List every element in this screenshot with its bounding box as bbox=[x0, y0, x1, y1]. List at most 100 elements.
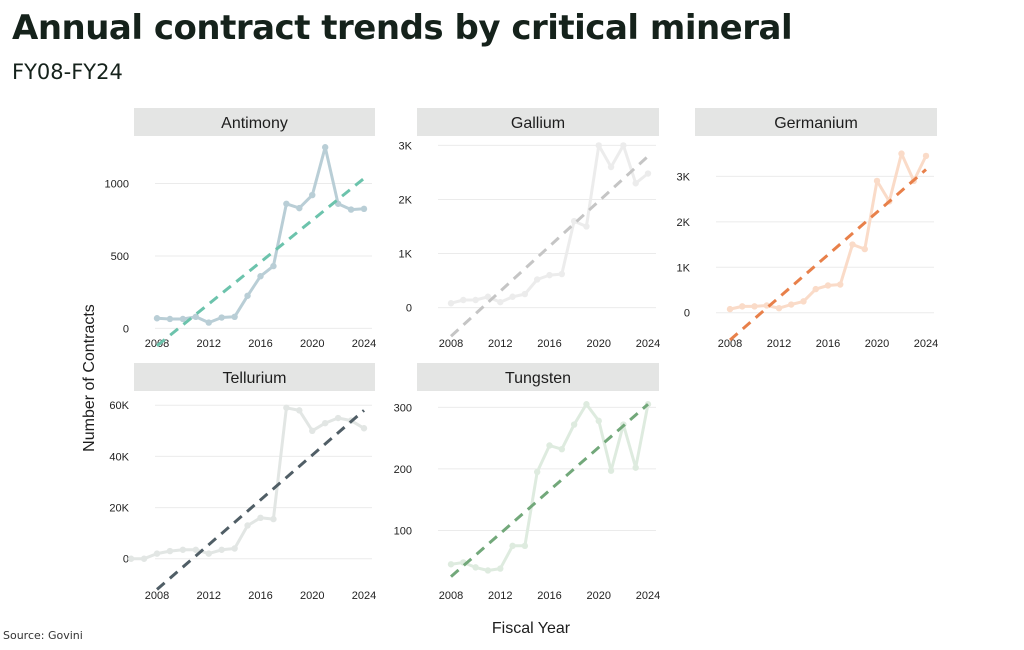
tungsten-data-point bbox=[607, 467, 615, 474]
antimony-data-point bbox=[205, 319, 212, 326]
tellurium-x-tick-label: 2008 bbox=[145, 590, 169, 602]
antimony-x-tick-label: 2012 bbox=[197, 338, 221, 350]
gallium-data-point bbox=[583, 223, 590, 230]
germanium-trend-line bbox=[729, 168, 927, 342]
tellurium-data-point bbox=[179, 546, 187, 553]
tungsten-data-point bbox=[533, 468, 541, 476]
gallium-data-point bbox=[472, 296, 479, 304]
gallium-data-point bbox=[484, 293, 492, 300]
tellurium-data-point bbox=[360, 425, 368, 432]
tellurium-data-point bbox=[127, 555, 135, 562]
tellurium-data-point bbox=[296, 407, 303, 414]
germanium-data-point bbox=[751, 303, 758, 310]
tungsten-data-point bbox=[583, 401, 590, 408]
tellurium-data-point bbox=[231, 545, 238, 552]
gallium-series-line bbox=[450, 143, 649, 305]
tellurium-data-point bbox=[140, 555, 148, 562]
gallium-y-tick-label: 0 bbox=[406, 303, 412, 315]
chart-title: Annual contract trends by critical miner… bbox=[12, 8, 793, 48]
gallium-data-point bbox=[533, 276, 541, 283]
tungsten-data-point bbox=[558, 445, 566, 453]
germanium-data-point bbox=[898, 150, 905, 157]
antimony-data-point bbox=[244, 292, 251, 299]
germanium-y-tick-label: 0 bbox=[684, 308, 690, 320]
tellurium-y-tick-label: 0 bbox=[123, 554, 129, 566]
tellurium-x-tick-label: 2012 bbox=[197, 590, 221, 602]
antimony-series-line bbox=[156, 145, 365, 325]
tellurium-data-point bbox=[218, 546, 225, 553]
tungsten-x-tick-label: 2024 bbox=[636, 590, 660, 602]
antimony-x-tick-label: 2020 bbox=[300, 338, 324, 350]
tungsten-data-point bbox=[570, 421, 578, 428]
tungsten-data-point bbox=[521, 542, 529, 550]
tellurium-data-point bbox=[283, 404, 290, 411]
germanium-data-point bbox=[739, 303, 746, 310]
tellurium-data-point bbox=[205, 550, 212, 557]
tellurium-x-tick-label: 2016 bbox=[248, 590, 272, 602]
antimony-x-tick-label: 2016 bbox=[248, 338, 272, 350]
antimony-data-point bbox=[231, 313, 238, 321]
gallium-y-tick-label: 2K bbox=[399, 194, 413, 206]
tungsten-strip bbox=[417, 363, 659, 391]
tungsten-x-tick-label: 2012 bbox=[488, 590, 512, 602]
antimony-data-point bbox=[309, 191, 316, 199]
antimony-data-point bbox=[192, 313, 200, 321]
gallium-data-point bbox=[644, 170, 652, 177]
germanium-data-point bbox=[788, 301, 795, 308]
germanium-data-point bbox=[824, 282, 832, 289]
antimony-data-point bbox=[257, 273, 264, 280]
tellurium-data-point bbox=[244, 522, 251, 529]
tellurium-data-point bbox=[257, 514, 264, 522]
tungsten-strip-label: Tungsten bbox=[505, 370, 571, 387]
gallium-strip bbox=[417, 108, 659, 136]
germanium-x-tick-label: 2020 bbox=[865, 338, 889, 350]
gallium-data-point bbox=[607, 163, 615, 171]
x-axis-title: Fiscal Year bbox=[492, 620, 571, 637]
gallium-data-point bbox=[497, 298, 504, 306]
antimony-trend-line bbox=[156, 177, 365, 347]
tungsten-y-tick-label: 100 bbox=[394, 525, 412, 537]
tellurium-series-line bbox=[131, 406, 365, 561]
gallium-x-tick-label: 2012 bbox=[488, 338, 512, 350]
germanium-data-point bbox=[837, 281, 844, 288]
antimony-data-point bbox=[283, 200, 290, 207]
tungsten-x-tick-label: 2016 bbox=[537, 590, 561, 602]
tungsten-data-point bbox=[509, 542, 516, 550]
gallium-data-point bbox=[620, 142, 627, 149]
tellurium-data-point bbox=[309, 427, 316, 435]
antimony-strip bbox=[134, 108, 375, 136]
tellurium-y-tick-label: 40K bbox=[109, 451, 129, 463]
gallium-data-point bbox=[632, 180, 639, 187]
tungsten-x-tick-label: 2008 bbox=[439, 590, 463, 602]
gallium-data-point bbox=[447, 300, 455, 307]
gallium-data-point bbox=[558, 270, 566, 278]
germanium-x-tick-label: 2008 bbox=[718, 338, 742, 350]
germanium-strip bbox=[695, 108, 937, 136]
gallium-x-tick-label: 2016 bbox=[537, 338, 561, 350]
tungsten-data-point bbox=[546, 442, 553, 449]
antimony-y-tick-label: 500 bbox=[111, 251, 129, 263]
germanium-data-point bbox=[800, 298, 807, 305]
tellurium-x-tick-label: 2020 bbox=[300, 590, 324, 602]
tellurium-trend-line bbox=[156, 409, 365, 591]
antimony-strip-label: Antimony bbox=[221, 115, 288, 132]
antimony-data-point bbox=[179, 315, 187, 323]
germanium-x-tick-label: 2012 bbox=[767, 338, 791, 350]
tellurium-data-point bbox=[334, 414, 342, 422]
tellurium-x-tick-label: 2024 bbox=[352, 590, 376, 602]
tungsten-data-point bbox=[497, 565, 504, 572]
antimony-data-point bbox=[347, 206, 355, 213]
antimony-data-point bbox=[360, 205, 368, 213]
tungsten-data-point bbox=[447, 561, 455, 568]
antimony-data-point bbox=[153, 315, 161, 322]
tungsten-data-point bbox=[472, 564, 479, 571]
tellurium-data-point bbox=[192, 546, 200, 553]
germanium-data-point bbox=[861, 245, 868, 253]
gallium-y-tick-label: 1K bbox=[399, 249, 413, 261]
germanium-data-point bbox=[922, 152, 930, 160]
germanium-data-point bbox=[873, 177, 881, 185]
gallium-data-point bbox=[521, 290, 529, 298]
tellurium-y-tick-label: 60K bbox=[109, 400, 129, 412]
tungsten-y-tick-label: 300 bbox=[394, 402, 412, 414]
